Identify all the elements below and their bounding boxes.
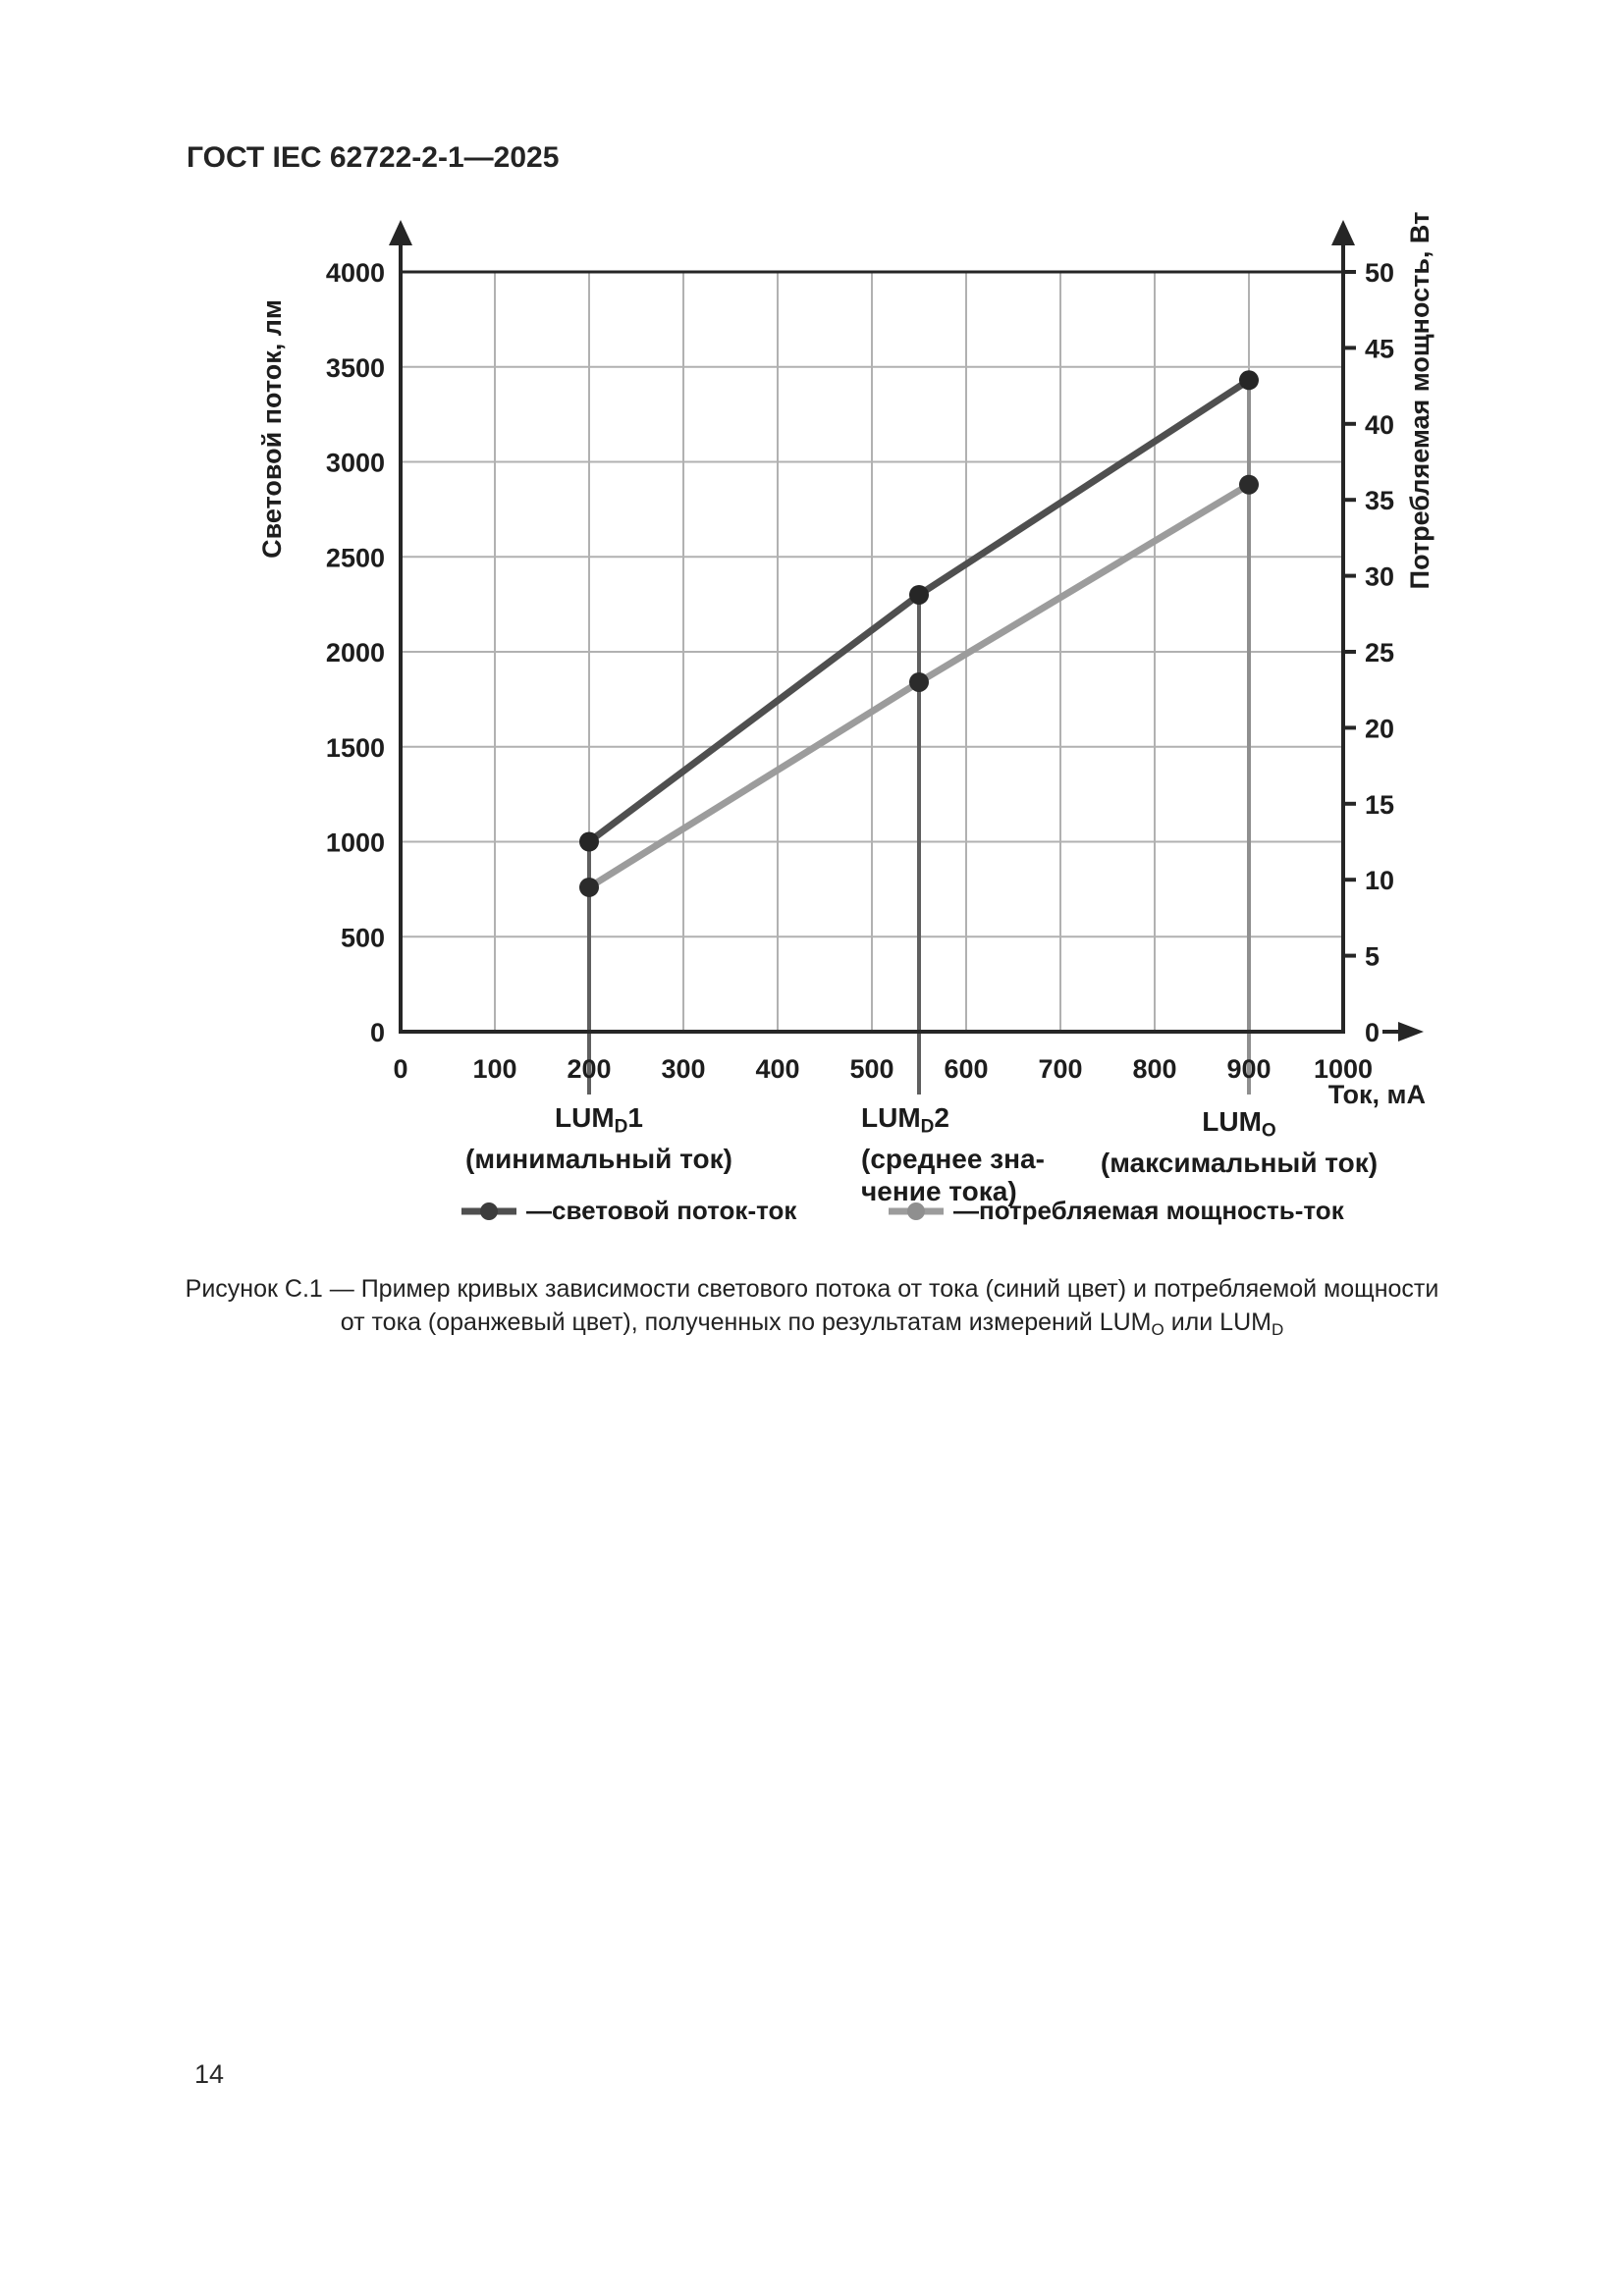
- y-right-tick-label: 10: [1365, 866, 1394, 895]
- y-left-tick-label: 3500: [326, 353, 385, 383]
- document-header: ГОСТ IEC 62722-2-1—2025: [187, 141, 560, 174]
- y-left-tick-label: 3000: [326, 449, 385, 478]
- legend-label-power: —потребляемая мощность-ток: [953, 1196, 1344, 1225]
- y-right-tick-label: 35: [1365, 486, 1394, 515]
- x-tick-label: 900: [1226, 1054, 1271, 1084]
- power-legend-swatch-icon: [889, 1201, 944, 1220]
- y-left-tick-label: 1000: [326, 828, 385, 858]
- y-right-tick-label: 5: [1365, 942, 1380, 972]
- x-tick-label: 500: [849, 1054, 893, 1084]
- figure-caption-line2: от тока (оранжевый цвет), полученных по …: [340, 1308, 1284, 1339]
- x-tick-label: 800: [1132, 1054, 1176, 1084]
- x-tick-label: 100: [472, 1054, 516, 1084]
- y-right-tick-label: 20: [1365, 714, 1394, 743]
- data-point-marker: [909, 584, 929, 605]
- flux-power-chart: 0500100015002000250030003500400005101520…: [257, 212, 1435, 1109]
- annotation-lum-o-desc: (максимальный ток): [1100, 1148, 1379, 1179]
- y-left-tick-label: 2000: [326, 638, 385, 667]
- page-number: 14: [194, 2059, 225, 2089]
- y-left-tick-label: 4000: [326, 258, 385, 288]
- x-axis-arrow: [1398, 1022, 1424, 1041]
- y-right-tick-label: 40: [1365, 410, 1394, 440]
- y-right-axis-title: Потребляемая мощность, Вт: [1405, 212, 1435, 590]
- x-axis-title: Ток, мА: [1328, 1080, 1426, 1109]
- legend-item-power: —потребляемая мощность-ток: [889, 1196, 1344, 1226]
- y-right-tick-label: 0: [1365, 1018, 1380, 1047]
- y-left-tick-label: 500: [341, 923, 385, 952]
- annotation-lum-o: LUMO (максимальный ток): [1101, 1105, 1378, 1179]
- figure-caption-line1: Рисунок С.1 — Пример кривых зависимости …: [185, 1275, 1439, 1303]
- legend-label-flux: —световой поток-ток: [526, 1196, 797, 1225]
- data-point-marker: [579, 877, 599, 897]
- y-left-tick-label: 2500: [326, 543, 385, 572]
- x-tick-label: 300: [661, 1054, 705, 1084]
- y-right-tick-label: 30: [1365, 562, 1394, 592]
- figure-caption: Рисунок С.1 — Пример кривых зависимости …: [174, 1272, 1450, 1347]
- x-tick-label: 600: [944, 1054, 988, 1084]
- right-axis-arrow: [1331, 220, 1355, 245]
- x-tick-label: 0: [393, 1054, 407, 1084]
- y-right-tick-label: 15: [1365, 790, 1394, 820]
- y-left-tick-label: 1500: [326, 733, 385, 763]
- y-left-axis-title: Световой поток, лм: [257, 299, 287, 559]
- data-point-marker: [1239, 370, 1259, 391]
- legend-item-flux: —световой поток-ток: [461, 1196, 796, 1226]
- flux-legend-swatch-icon: [461, 1201, 516, 1220]
- data-point-marker: [1239, 474, 1259, 495]
- left-axis-arrow: [389, 220, 412, 245]
- annotation-lum-d2-title: LUMD2: [861, 1102, 949, 1138]
- annotation-lum-d1-title: LUMD1: [555, 1102, 643, 1138]
- y-left-tick-label: 0: [370, 1018, 385, 1047]
- y-right-tick-label: 50: [1365, 258, 1394, 288]
- x-tick-label: 700: [1038, 1054, 1082, 1084]
- x-tick-label: 200: [567, 1054, 611, 1084]
- data-point-marker: [579, 831, 599, 852]
- x-tick-label: 1000: [1314, 1054, 1373, 1084]
- annotation-lum-d2: LUMD2 (среднее зна- чение тока): [861, 1101, 1045, 1207]
- y-right-tick-label: 45: [1365, 334, 1394, 363]
- annotation-lum-d2-desc: (среднее зна- чение тока): [861, 1144, 1045, 1207]
- annotation-lum-d1-desc: (минимальный ток): [465, 1144, 732, 1175]
- data-point-marker: [909, 671, 929, 692]
- annotation-lum-o-title: LUMO: [1202, 1106, 1276, 1142]
- annotation-lum-d1: LUMD1 (минимальный ток): [465, 1101, 732, 1175]
- x-tick-label: 400: [755, 1054, 799, 1084]
- y-right-tick-label: 25: [1365, 638, 1394, 667]
